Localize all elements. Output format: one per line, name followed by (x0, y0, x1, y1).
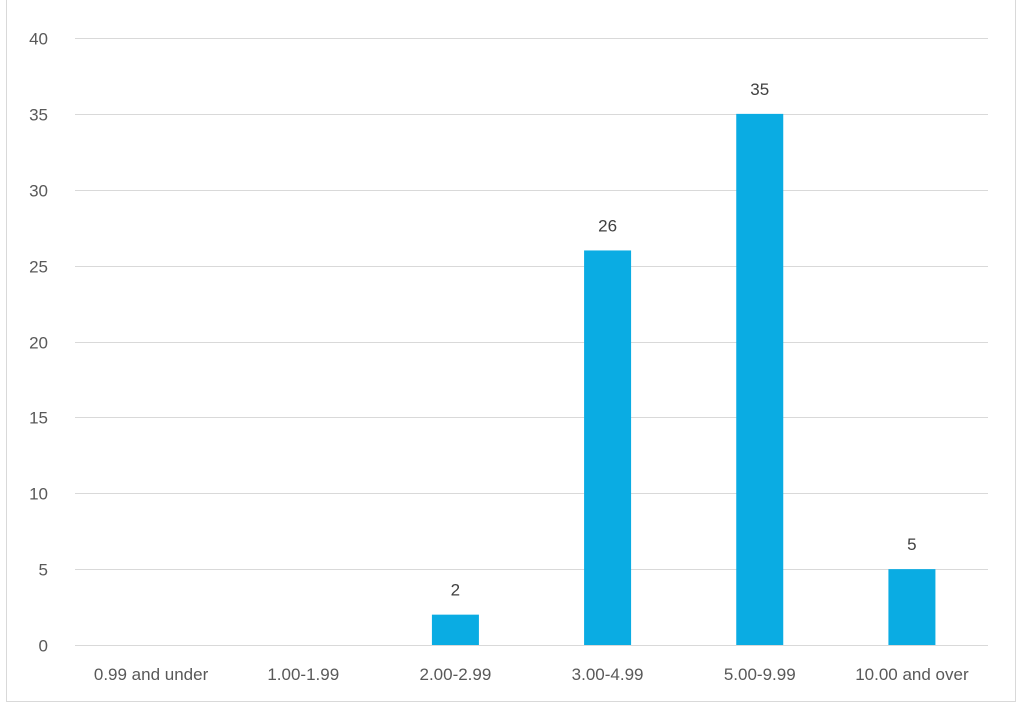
y-tick-label: 10 (29, 485, 48, 504)
data-label: 35 (750, 80, 769, 99)
y-tick-label: 0 (39, 637, 48, 656)
x-tick-label: 1.00-1.99 (267, 665, 339, 684)
y-tick-label: 15 (29, 409, 48, 428)
data-labels: 2 26 35 5 (451, 80, 917, 600)
y-tick-label: 30 (29, 182, 48, 201)
x-tick-label: 2.00-2.99 (419, 665, 491, 684)
y-axis-ticks: 0 5 10 15 20 25 30 35 40 (29, 30, 48, 656)
bar (736, 113, 784, 645)
x-tick-label: 0.99 and under (94, 665, 209, 684)
data-label: 2 (451, 581, 460, 600)
bar (431, 614, 479, 645)
x-tick-label: 10.00 and over (855, 665, 969, 684)
x-axis-ticks: 0.99 and under 1.00-1.99 2.00-2.99 3.00-4.9… (94, 665, 969, 684)
data-label: 26 (598, 216, 617, 235)
y-tick-label: 20 (29, 334, 48, 353)
y-tick-label: 5 (39, 561, 48, 580)
x-tick-label: 3.00-4.99 (572, 665, 644, 684)
y-tick-label: 25 (29, 258, 48, 277)
x-tick-label: 5.00-9.99 (724, 665, 796, 684)
y-tick-label: 40 (29, 30, 48, 49)
y-tick-label: 35 (29, 106, 48, 125)
gridlines (75, 38, 988, 646)
bar (584, 250, 632, 645)
bars (431, 113, 936, 645)
data-label: 5 (907, 535, 916, 554)
bar (888, 569, 936, 645)
